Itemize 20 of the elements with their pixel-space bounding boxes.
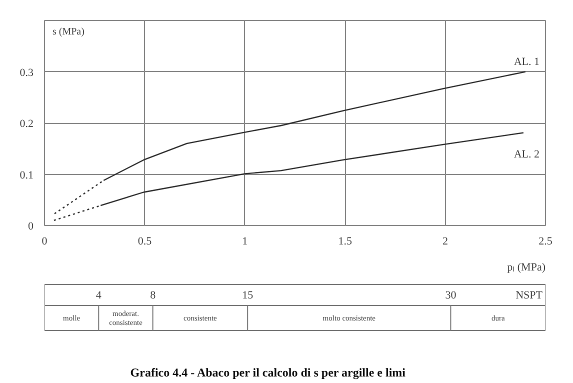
x-tick-label: 0.5 <box>138 236 152 248</box>
x-tick-label: 1 <box>242 236 248 248</box>
x2-tick-label: 8 <box>150 290 156 302</box>
y-tick-label: 0.1 <box>20 169 34 182</box>
x2-tick-label: 30 <box>445 290 457 302</box>
x-tick-label: 1.5 <box>338 236 352 248</box>
y-tick-label: 0.3 <box>20 66 34 79</box>
x-tick-label: 2 <box>442 236 448 248</box>
x-tick-label: 0 <box>42 236 48 248</box>
y-tick-label: 0 <box>28 220 34 232</box>
y-tick-label: 0.2 <box>20 118 34 130</box>
x-tick-label: 2.5 <box>538 236 553 248</box>
x2-tick-label: 15 <box>242 290 254 302</box>
x-axis-title: pₗ (MPa) <box>507 262 546 274</box>
x2-tick-label: 4 <box>96 290 102 302</box>
x2-axis-title: NSPT <box>516 290 543 302</box>
series-label: AL. 1 <box>514 56 540 68</box>
series-label: AL. 2 <box>514 148 540 161</box>
y-axis-title: s (MPa) <box>52 26 84 38</box>
text: Grafico 4.4 - Abaco per il calcolo di s per argille e limi <box>130 366 406 380</box>
